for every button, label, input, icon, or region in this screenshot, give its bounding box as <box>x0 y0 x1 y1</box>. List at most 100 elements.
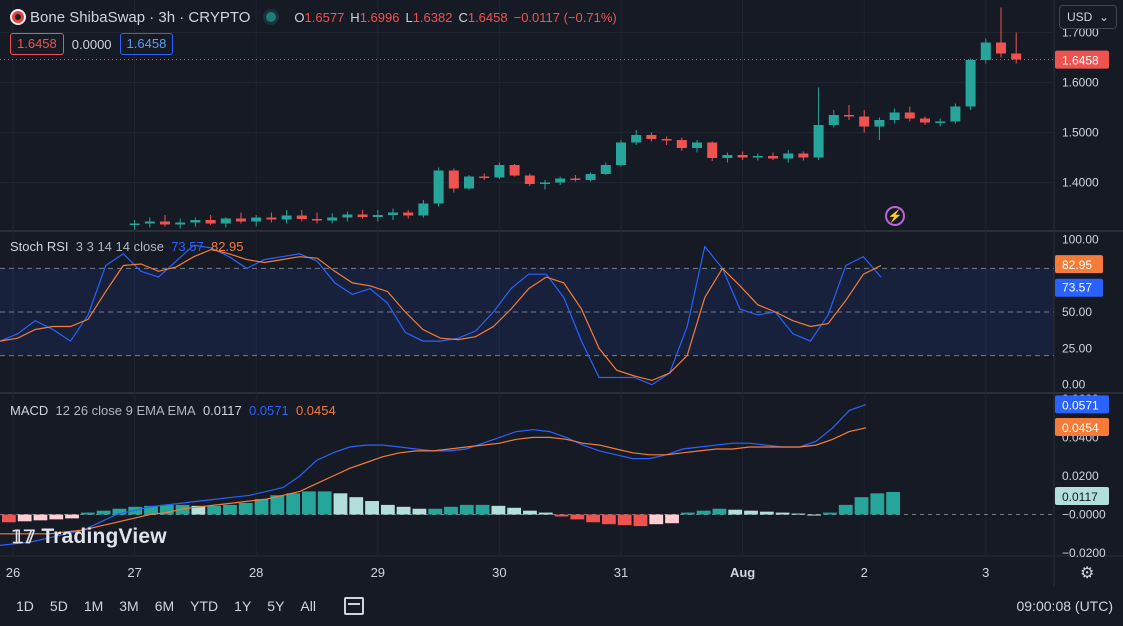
macd-hist-bar <box>302 491 316 515</box>
stoch-k-line <box>0 244 882 386</box>
candle-body <box>524 175 535 184</box>
candle-body <box>676 140 687 148</box>
gear-icon[interactable]: ⚙ <box>1080 565 1095 582</box>
candle-body <box>266 217 277 220</box>
stoch-legend[interactable]: Stoch RSI 3 3 14 14 close 73.57 82.95 <box>10 239 244 254</box>
price-tick-label: 1.6000 <box>1062 76 1099 90</box>
macd-hist-bar <box>665 514 679 524</box>
stoch-k-value: 73.57 <box>1062 281 1092 295</box>
candle-body <box>251 217 262 222</box>
timeframe-all[interactable]: All <box>300 598 316 614</box>
timeframe-1y[interactable]: 1Y <box>234 598 252 614</box>
stoch-tick-label: 100.00 <box>1062 232 1099 246</box>
candle-body <box>509 165 520 176</box>
tv-mark-icon: 𝟙𝟟 <box>12 526 36 547</box>
macd-hist-bar <box>886 491 900 515</box>
x-tick-label: 28 <box>249 565 263 580</box>
candle-body <box>768 156 778 159</box>
candle-body <box>692 142 702 148</box>
lightning-icon[interactable]: ⚡ <box>885 206 905 226</box>
timeframe-5d[interactable]: 5D <box>49 598 68 614</box>
macd-hist-bar <box>570 514 585 520</box>
macd-hist-bar <box>238 502 253 515</box>
symbol-title[interactable]: Bone ShibaSwap · 3h · CRYPTO <box>30 8 251 26</box>
spread-value: 0.0000 <box>71 36 112 52</box>
candle-body <box>448 170 459 189</box>
candle-body <box>175 222 186 225</box>
candle-body <box>433 170 444 204</box>
x-tick-label: 26 <box>6 565 20 580</box>
candle-body <box>813 125 824 158</box>
macd-hist-bar <box>744 510 758 515</box>
macd-hist-bar <box>349 497 364 515</box>
macd-tick-label: −0.0000 <box>1062 508 1106 522</box>
macd-hist-bar <box>254 499 269 515</box>
candle-body <box>1011 53 1022 60</box>
macd-line-tag <box>1055 395 1109 414</box>
macd-hist-bar <box>459 504 474 515</box>
macd-hist-bar <box>428 508 443 515</box>
candle-body <box>570 178 581 180</box>
timeframe-1d[interactable]: 1D <box>16 598 34 614</box>
candle-body <box>585 174 596 180</box>
macd-hist-bar <box>80 512 95 515</box>
candle-body <box>889 112 900 120</box>
macd-signal-value: 0.0454 <box>1062 421 1099 435</box>
tradingview-logo: 𝟙𝟟 TradingView <box>12 525 167 548</box>
macd-hist-bar <box>49 514 64 520</box>
bid-price[interactable]: 1.6458 <box>10 33 64 55</box>
ask-price[interactable]: 1.6458 <box>119 33 174 55</box>
x-tick-label: 29 <box>371 565 385 580</box>
macd-hist-bar <box>649 514 664 525</box>
currency-select[interactable]: USD ⌄ <box>1059 5 1117 29</box>
stoch-tick-label: 0.00 <box>1062 378 1086 392</box>
price-tick-label: 1.4000 <box>1062 176 1099 190</box>
candle-body <box>144 221 155 224</box>
candle-body <box>920 118 930 123</box>
macd-hist-bar <box>159 504 174 515</box>
candle-body <box>342 214 353 218</box>
macd-hist-bar <box>838 504 853 515</box>
macd-hist-tag <box>1055 487 1109 505</box>
timeframe-1m[interactable]: 1M <box>83 598 104 614</box>
clock-time[interactable]: 09:00:08 (UTC) <box>1016 598 1113 614</box>
ohlc-values: O1.6577 H1.6996 L1.6382 C1.6458 −0.0117 … <box>294 9 617 25</box>
candle-body <box>996 42 1006 54</box>
candle-body <box>904 112 915 119</box>
calendar-icon[interactable] <box>343 597 364 615</box>
candle-body <box>494 165 505 178</box>
candle-body <box>555 178 566 183</box>
candle-body <box>965 60 976 107</box>
candle-body <box>600 165 611 174</box>
bid-ask: 1.6458 0.0000 1.6458 <box>10 33 174 55</box>
timeframe-ytd[interactable]: YTD <box>190 598 219 614</box>
macd-hist-bar <box>491 505 506 515</box>
macd-signal-tag <box>1055 417 1109 436</box>
candle-body <box>631 135 642 143</box>
chart-canvas[interactable]: 26 27 28 29 30 31 Aug 2 3 1.7000 1.6000 1.5000 1.400… <box>0 0 1123 586</box>
stoch-d-line <box>0 248 882 382</box>
timeframe-3m[interactable]: 3M <box>119 598 139 614</box>
timeframe-6m[interactable]: 6M <box>154 598 175 614</box>
macd-hist-bar <box>191 505 206 515</box>
macd-legend[interactable]: MACD 12 26 close 9 EMA EMA 0.0117 0.0571… <box>10 403 336 418</box>
macd-hist-bar <box>112 508 127 515</box>
macd-hist-bar <box>523 510 537 515</box>
candle-body <box>798 153 809 158</box>
stoch-k-tag <box>1055 278 1103 297</box>
macd-hist-bar <box>65 514 79 519</box>
candle-body <box>874 120 885 127</box>
macd-hist-bar <box>144 505 158 515</box>
candle-body <box>646 135 657 139</box>
macd-hist-bar <box>602 514 616 525</box>
macd-hist-bar <box>617 514 632 526</box>
macd-hist-bar <box>807 514 822 516</box>
price-tick-label: 1.7000 <box>1062 26 1099 40</box>
timeframe-5y[interactable]: 5Y <box>267 598 285 614</box>
macd-hist-bar <box>270 495 285 515</box>
candle-body <box>205 220 216 224</box>
macd-hist-bar <box>475 504 490 515</box>
candle-body <box>722 155 733 158</box>
last-price-label: 1.6458 <box>1062 54 1099 68</box>
candle-body <box>935 121 946 123</box>
